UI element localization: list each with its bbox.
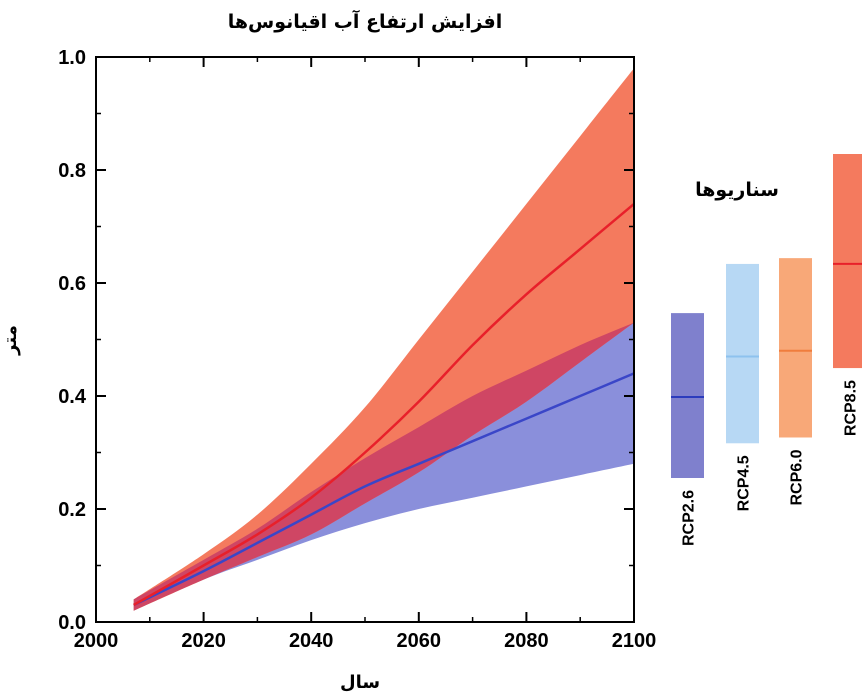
x-tick-label-2060: 2060 [397, 630, 442, 652]
x-tick-label-2020: 2020 [181, 630, 226, 652]
legend-title: سناریوها [695, 179, 779, 201]
rcp60-range-bar [779, 258, 812, 438]
y-tick-label-0.6: 0.6 [58, 273, 86, 295]
rcp85-label: RCP8.5 [843, 380, 860, 436]
rcp60-label: RCP6.0 [789, 449, 806, 505]
x-tick-label-2100: 2100 [612, 630, 657, 652]
x-tick-label-2080: 2080 [504, 630, 549, 652]
rcp26-label: RCP2.6 [681, 490, 698, 546]
x-axis-title: سال [340, 672, 380, 692]
rcp26-mean-line [133, 372, 635, 607]
y-tick-label-0.8: 0.8 [58, 160, 86, 182]
y-tick-label-1.0: 1.0 [58, 47, 86, 69]
x-tick-label-2040: 2040 [289, 630, 334, 652]
rcp85-mean-line [133, 202, 635, 607]
y-tick-label-0.4: 0.4 [58, 386, 87, 408]
y-tick-label-0.2: 0.2 [58, 499, 86, 521]
rcp85-range-bar [833, 154, 862, 369]
chart-title: افزایش ارتفاع آب اقیانوس‌ها [228, 9, 503, 33]
rcp26-range-bar [671, 313, 704, 478]
y-tick-label-0.0: 0.0 [58, 612, 86, 634]
x-tick-label-2000: 2000 [74, 630, 119, 652]
y-axis-title: متر [0, 325, 21, 356]
rcp45-label: RCP4.5 [736, 455, 753, 511]
rcp45-range-bar [726, 263, 759, 444]
plot-area: 2000 2020 2040 2060 2080 2100 0.0 0.2 0.4 0.6 0.8 1… [58, 47, 656, 652]
rcp85-uncertainty-band [133, 68, 634, 611]
scenario-legend: RCP2.6 RCP4.5 RCP6.0 RCP8.5 [671, 154, 862, 546]
